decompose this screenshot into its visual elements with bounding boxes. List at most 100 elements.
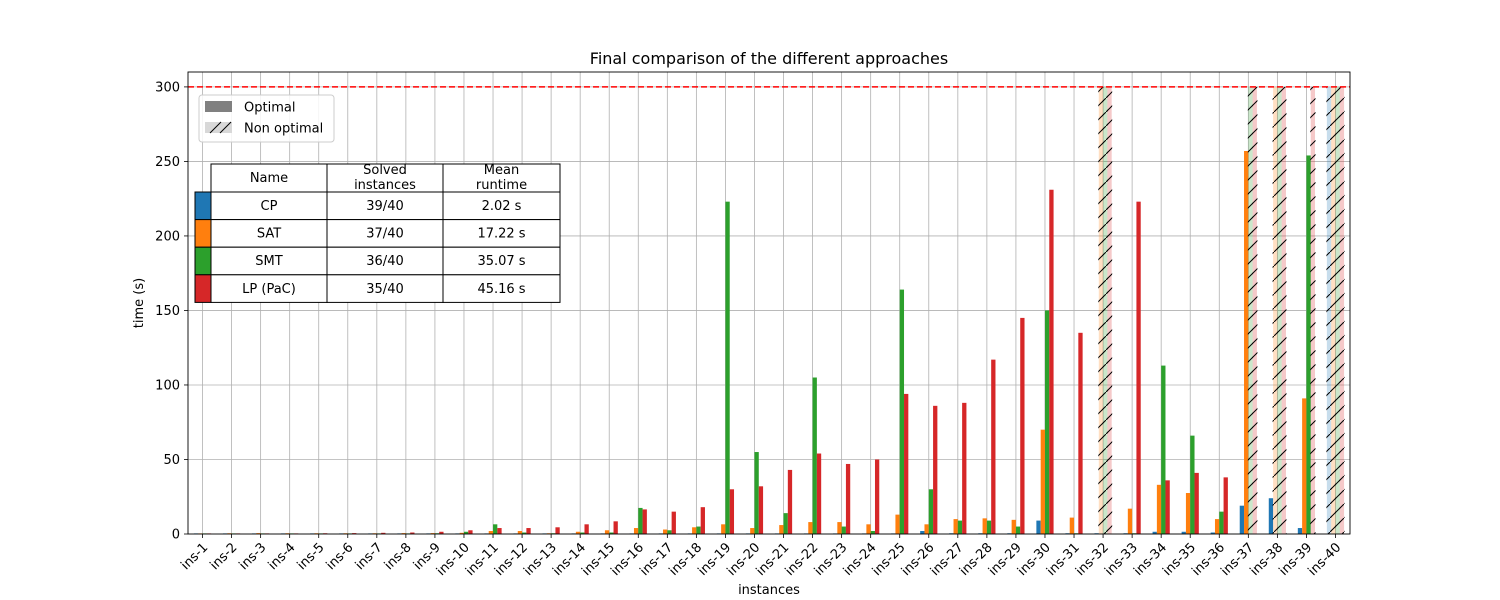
bar	[812, 377, 817, 534]
bar	[1165, 480, 1170, 534]
bar	[725, 201, 730, 534]
table-cell	[210, 246, 328, 276]
hatch-overlay	[1330, 86, 1336, 534]
legend-swatch-optimal	[205, 101, 232, 112]
bar	[526, 528, 531, 534]
y-tick-label: 150	[155, 304, 180, 319]
table-cell-text: 36/40	[366, 254, 403, 269]
y-tick-label: 0	[172, 528, 180, 543]
bar	[982, 518, 987, 534]
bar	[517, 531, 523, 534]
y-axis-label: time (s)	[132, 278, 147, 328]
table-cell-text: 17.22 s	[477, 227, 525, 242]
hatch-overlay	[1281, 86, 1287, 534]
bar	[1181, 531, 1186, 534]
bar	[667, 530, 672, 534]
table-header-cell	[442, 163, 561, 193]
y-tick-label: 200	[155, 229, 180, 244]
hatch-overlay	[1098, 86, 1104, 534]
bar	[633, 528, 639, 534]
bar	[555, 527, 560, 534]
bar	[758, 486, 764, 534]
bar	[729, 489, 735, 534]
table-cell-text: CP	[261, 199, 278, 214]
x-tick-label: ins-40	[1306, 540, 1345, 579]
legend-label: Non optimal	[244, 122, 323, 137]
bar	[870, 531, 875, 534]
table-row-color	[194, 274, 212, 303]
bar	[671, 511, 676, 534]
bar	[787, 469, 793, 534]
legend-hatch-stroke	[209, 121, 222, 134]
bar	[468, 530, 473, 534]
bar	[584, 524, 589, 534]
bar	[1194, 472, 1199, 534]
bar	[874, 459, 880, 534]
bar	[754, 452, 759, 534]
table-header-cell	[326, 163, 444, 193]
hatch-overlay	[1326, 86, 1332, 534]
bar	[1306, 155, 1311, 534]
bar	[962, 402, 967, 534]
bar	[1297, 528, 1303, 534]
bar	[459, 532, 464, 534]
bar	[1078, 332, 1083, 534]
table-cell	[326, 274, 444, 303]
legend: Optimal Non optimal	[198, 94, 335, 143]
bar	[497, 528, 502, 534]
hatch-overlay	[1247, 86, 1254, 534]
bar	[410, 532, 415, 534]
table-header-text: instances	[354, 178, 416, 193]
table-cell-text: SMT	[255, 254, 282, 269]
bar	[1044, 310, 1050, 534]
plot-frame	[187, 71, 1351, 535]
table-cell	[210, 219, 328, 248]
table-cell	[326, 219, 444, 248]
bar	[493, 524, 498, 534]
table-cell-text: 35/40	[366, 282, 403, 297]
bar	[1069, 517, 1075, 534]
table-header-text: runtime	[476, 178, 527, 193]
bar	[721, 524, 726, 534]
bar	[899, 289, 905, 534]
bar	[1020, 317, 1025, 534]
table-cell-text: 2.02 s	[482, 199, 522, 214]
bar	[808, 522, 813, 534]
table-header-text: Solved	[363, 163, 407, 178]
bar	[1011, 519, 1016, 534]
bar	[1127, 508, 1133, 534]
bar	[604, 530, 610, 534]
chart-title: Final comparison of the different approa…	[590, 49, 948, 68]
bar	[750, 528, 755, 534]
bar	[1036, 520, 1041, 534]
bar	[381, 532, 386, 534]
bar	[463, 531, 469, 534]
x-tick-label: ins-5	[295, 540, 328, 573]
bar	[904, 393, 909, 534]
hatch-overlay	[1339, 86, 1345, 534]
table-cell	[326, 246, 444, 276]
bar	[841, 526, 846, 534]
bar	[1136, 201, 1141, 534]
table-cell-text: 35.07 s	[477, 254, 525, 269]
x-tick-label: ins-2	[207, 540, 240, 573]
hatch-overlay	[1106, 86, 1113, 534]
legend-box	[198, 94, 335, 143]
bar	[953, 519, 958, 534]
y-tick-label: 100	[155, 378, 180, 393]
bar	[522, 532, 527, 534]
bar	[1214, 519, 1220, 534]
bar	[1190, 435, 1195, 534]
table-header-text: Name	[250, 171, 288, 186]
bar	[1015, 526, 1021, 534]
x-tick-label: ins-6	[324, 540, 357, 573]
bar	[638, 507, 643, 534]
table-cell-text: LP (PaC)	[242, 282, 296, 297]
hatch-overlay	[1334, 86, 1341, 534]
bar	[986, 520, 992, 534]
hatch-overlay	[1310, 86, 1316, 534]
bar	[1210, 532, 1215, 534]
bar	[928, 489, 934, 534]
